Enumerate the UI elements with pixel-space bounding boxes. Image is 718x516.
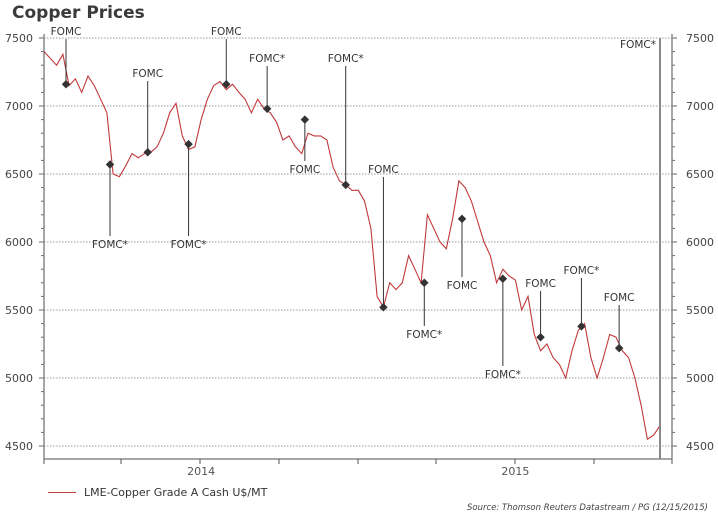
fomc-label: FOMC* [406,329,442,341]
y-tick-label-left: 7000 [5,100,33,113]
x-tick-label: 2015 [501,465,529,478]
fomc-label: FOMC* [171,239,207,251]
y-tick-label-right: 6500 [686,168,714,181]
fomc-label: FOMC [447,280,478,292]
fomc-marker [262,104,272,113]
x-axis-ticks: 2014 2015 [43,459,673,478]
fomc-marker [341,180,350,190]
series-group [43,51,661,441]
fomc-label: FOMC [525,278,556,290]
fomc-label: FOMC [604,292,635,304]
axes [39,34,677,460]
fomc-marker [420,278,429,288]
y-tick-label-right: 7000 [686,100,714,113]
fomc-label: FOMC [368,164,399,176]
fomc-marker [457,214,467,224]
y-tick-label-left: 7500 [5,32,33,45]
y-tick-label-left: 6500 [5,168,33,181]
y-tick-label-right: 5500 [686,304,714,317]
fomc-label: FOMC* [620,39,656,51]
y-tick-label-left: 6000 [5,236,33,249]
fomc-label: FOMC [211,26,242,38]
fomc-label: FOMC* [563,265,599,277]
fomc-label: FOMC [51,26,82,38]
x-tick-label: 2014 [187,465,215,478]
fomc-label: FOMC* [485,369,521,381]
fomc-marker [184,139,193,149]
legend: LME-Copper Grade A Cash U$/MT [48,486,267,499]
legend-swatch [48,492,76,493]
y-tick-label-right: 4500 [686,440,714,453]
fomc-label: FOMC [132,68,163,80]
fomc-marker [222,79,231,89]
fomc-marker [577,322,586,331]
y-axis-right-ticks: 4500 5000 5500 6000 6500 7000 7500 [686,32,714,453]
y-axis-left-ticks: 4500 5000 5500 6000 6500 7000 7500 [5,32,33,453]
y-tick-label-right: 7500 [686,32,714,45]
chart-title: Copper Prices [12,3,145,23]
y-tick-label-left: 5000 [5,372,33,385]
fomc-annotations: FOMC FOMC* FOMC FOMC* FOMC FOMC* FOMC FOMC* FOMC… [51,26,661,459]
fomc-marker [300,115,310,124]
fomc-label: FOMC [290,164,321,176]
fomc-marker [143,147,152,157]
fomc-marker [379,303,388,312]
fomc-label: FOMC* [328,53,364,65]
legend-label: LME-Copper Grade A Cash U$/MT [84,486,268,499]
fomc-marker [498,274,508,283]
fomc-marker [614,343,624,353]
fomc-marker [61,79,71,89]
y-tick-label-left: 4500 [5,440,33,453]
y-tick-label-right: 6000 [686,236,714,249]
fomc-marker [536,332,545,342]
series-line-lme-copper [43,51,661,441]
fomc-label: FOMC* [249,53,285,65]
source-note: Source: Thomson Reuters Datastream / PG … [466,503,708,513]
y-tick-label-right: 5000 [686,372,714,385]
fomc-label: FOMC* [92,239,128,251]
gridlines [44,37,672,447]
y-tick-label-left: 5500 [5,304,33,317]
fomc-marker [105,160,115,169]
